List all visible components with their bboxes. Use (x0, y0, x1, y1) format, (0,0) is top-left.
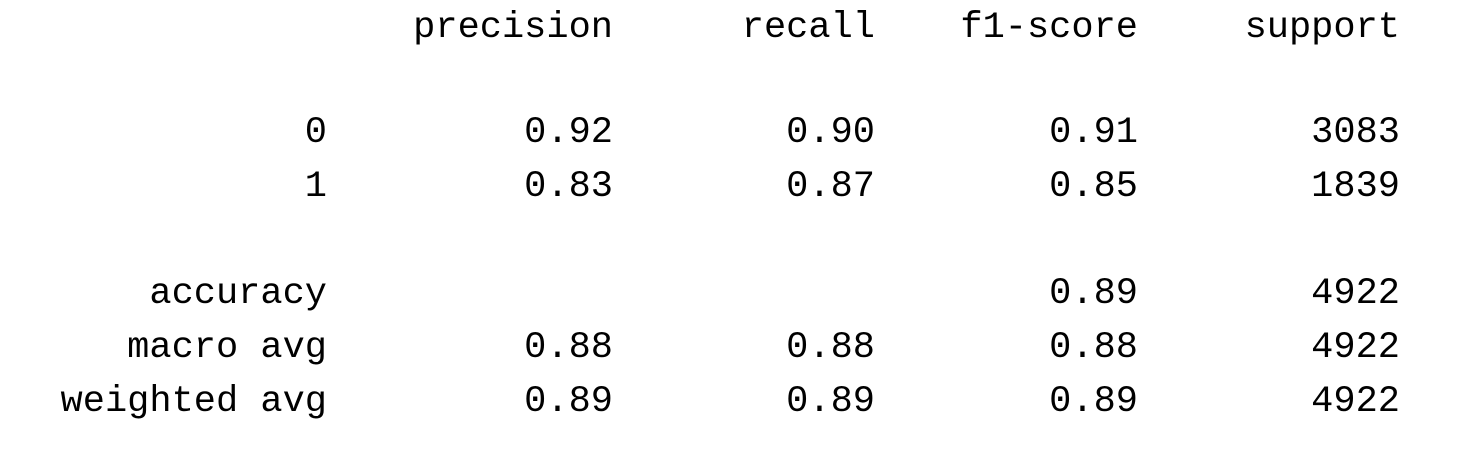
precision-value: 0.88 (524, 327, 613, 369)
row-label: 1 (304, 166, 327, 208)
support-value: 3083 (1311, 112, 1400, 154)
recall-header: recall (741, 7, 875, 49)
recall-value: 0.90 (786, 112, 875, 154)
f1-score-header: f1-score (960, 7, 1138, 49)
f1-score-value: 0.91 (1049, 112, 1138, 154)
support-header: support (1244, 7, 1400, 49)
precision-header: precision (413, 7, 613, 49)
f1-score-value: 0.89 (1049, 273, 1138, 315)
support-value: 4922 (1311, 273, 1400, 315)
f1-score-value: 0.85 (1049, 166, 1138, 208)
recall-value: 0.89 (786, 381, 875, 423)
f1-score-value: 0.88 (1049, 327, 1138, 369)
row-label: weighted avg (60, 381, 327, 423)
row-label: accuracy (149, 273, 327, 315)
precision-value: 0.89 (524, 381, 613, 423)
row-label: 0 (304, 112, 327, 154)
f1-score-value: 0.89 (1049, 381, 1138, 423)
precision-value: 0.92 (524, 112, 613, 154)
support-value: 4922 (1311, 327, 1400, 369)
recall-value: 0.88 (786, 327, 875, 369)
support-value: 1839 (1311, 166, 1400, 208)
support-value: 4922 (1311, 381, 1400, 423)
row-label: macro avg (127, 327, 327, 369)
precision-value: 0.83 (524, 166, 613, 208)
recall-value: 0.87 (786, 166, 875, 208)
